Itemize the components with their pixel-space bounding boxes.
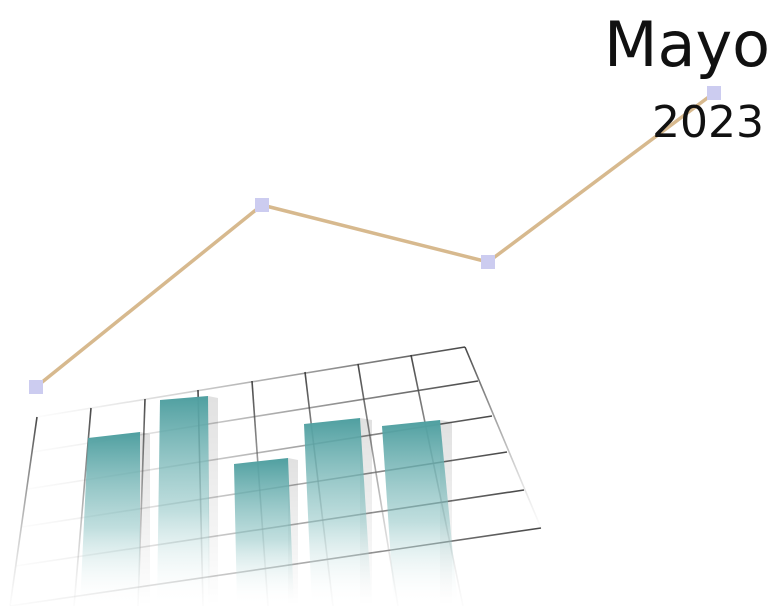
trend-line (29, 86, 721, 394)
trend-marker (255, 198, 269, 212)
bar (304, 418, 372, 606)
month-title: Mayo (604, 8, 771, 81)
bar-group (80, 396, 458, 606)
bar (234, 458, 294, 606)
year-title: 2023 (652, 97, 764, 148)
bar-shadow (208, 396, 218, 606)
trend-marker (29, 380, 43, 394)
bar (382, 420, 458, 606)
trend-marker (707, 86, 721, 100)
bar (80, 432, 140, 606)
bar-shadow (140, 432, 150, 606)
trend-marker (481, 255, 495, 269)
trend-line-path (34, 91, 716, 389)
bar (157, 396, 210, 606)
